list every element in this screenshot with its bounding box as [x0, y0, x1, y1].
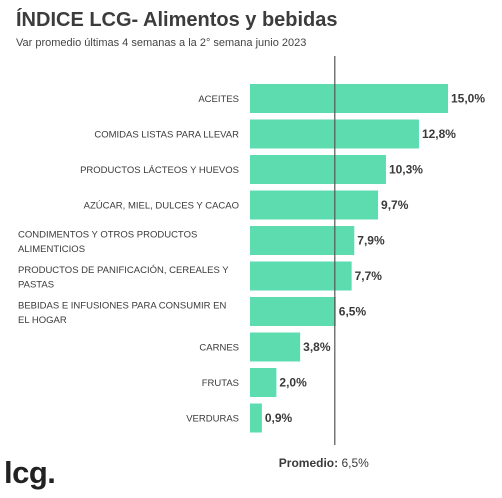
- value-label-5: 7,7%: [355, 269, 383, 283]
- category-label-4-line-1: ALIMENTICIOS: [18, 244, 85, 255]
- value-label-3: 9,7%: [381, 198, 409, 212]
- category-label-5-line-1: PASTAS: [18, 280, 54, 291]
- value-label-4: 7,9%: [357, 234, 385, 248]
- average-value-label: 6,5%: [341, 456, 369, 470]
- bar-5: [250, 261, 352, 291]
- bars-layer: 15,0% ACEITES 12,8% COMIDAS LISTAS PARA LLE…: [18, 84, 485, 433]
- category-label-9: VERDURAS: [186, 414, 239, 425]
- category-label-7: CARNES: [199, 343, 239, 354]
- category-label-1: COMIDAS LISTAS PARA LLEVAR: [94, 130, 239, 141]
- category-label-6-line-0: BEBIDAS E INFUSIONES PARA CONSUMIR EN: [18, 301, 226, 312]
- value-label-2: 10,3%: [389, 163, 423, 177]
- bar-6: [250, 297, 336, 326]
- category-label-0: ACEITES: [198, 94, 239, 105]
- bar-0: [250, 84, 448, 113]
- category-label-4-line-0: CONDIMENTOS Y OTROS PRODUCTOS: [18, 230, 197, 241]
- category-label-8: FRUTAS: [202, 378, 239, 389]
- category-label-6-line-1: EL HOGAR: [18, 315, 67, 326]
- bar-4: [250, 226, 355, 255]
- bar-8: [250, 368, 277, 397]
- category-label-2: PRODUCTOS LÁCTEOS Y HUEVOS: [80, 165, 239, 176]
- chart-subtitle: Var promedio últimas 4 semanas a la 2° s…: [16, 37, 307, 49]
- lcg-logo: lcg.: [4, 455, 56, 490]
- category-label-5-line-0: PRODUCTOS DE PANIFICACIÓN, CEREALES Y: [18, 265, 229, 276]
- category-label-3: AZÚCAR, MIEL, DULCES Y CACAO: [84, 201, 239, 212]
- bar-2: [250, 155, 386, 184]
- value-label-7: 3,8%: [303, 340, 331, 354]
- value-label-0: 15,0%: [451, 92, 485, 106]
- value-label-1: 12,8%: [422, 127, 456, 141]
- bar-9: [250, 403, 262, 433]
- value-label-8: 2,0%: [279, 376, 307, 390]
- bar-7: [250, 332, 301, 362]
- average-label-text: Promedio:: [279, 456, 342, 470]
- bar-3: [250, 190, 379, 220]
- chart-title: ÍNDICE LCG- Alimentos y bebidas: [16, 9, 338, 31]
- value-label-6: 6,5%: [339, 305, 367, 319]
- average-label: Promedio: 6,5%: [279, 456, 369, 470]
- value-label-9: 0,9%: [265, 411, 293, 425]
